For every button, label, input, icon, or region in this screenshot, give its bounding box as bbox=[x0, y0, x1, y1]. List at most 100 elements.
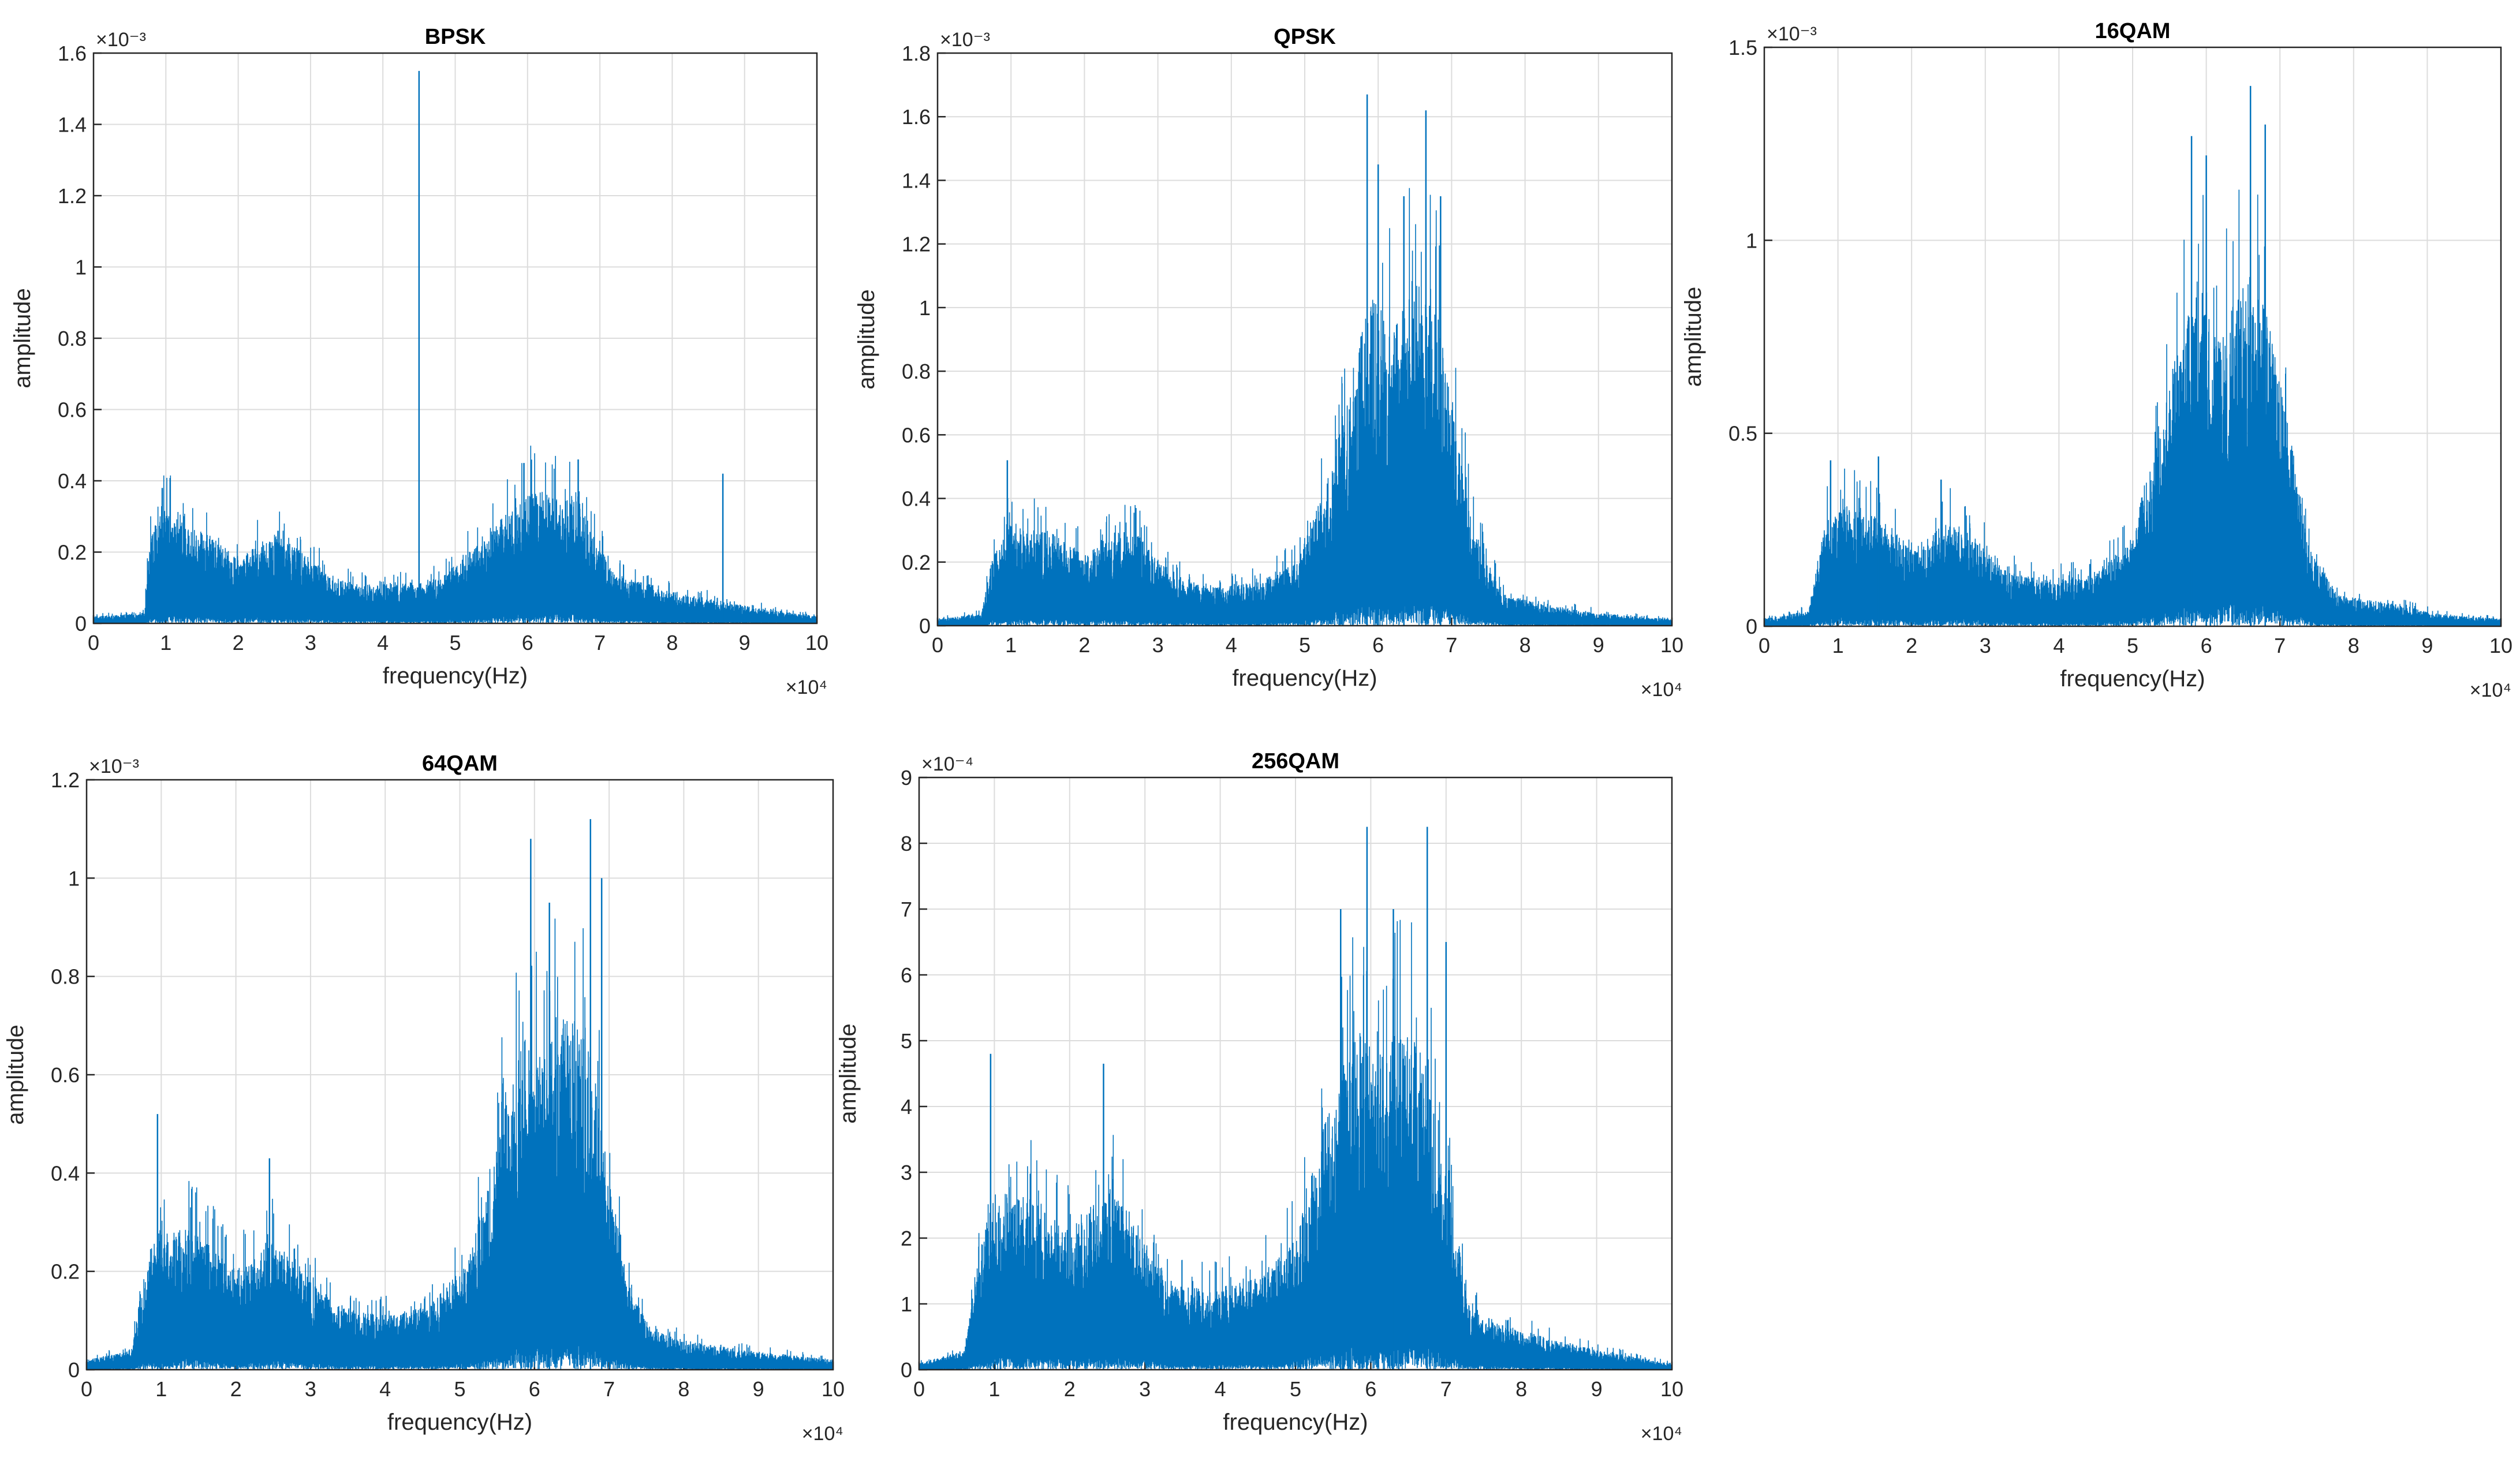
x-tick-label: 5 bbox=[1290, 1377, 1301, 1401]
x-tick-label: 10 bbox=[822, 1377, 845, 1401]
y-axis-exponent: ×10⁻³ bbox=[89, 756, 139, 777]
x-tick-label: 6 bbox=[2201, 634, 2212, 657]
x-tick-label: 5 bbox=[454, 1377, 465, 1401]
subplot-title: BPSK bbox=[425, 25, 486, 49]
x-axis-exponent: ×10⁴ bbox=[802, 1423, 843, 1445]
y-tick-label: 1 bbox=[68, 866, 80, 890]
y-tick-label: 7 bbox=[901, 898, 912, 921]
x-tick-label: 2 bbox=[1064, 1377, 1076, 1401]
x-tick-label: 3 bbox=[1980, 634, 1991, 657]
x-tick-label: 6 bbox=[1372, 633, 1384, 657]
y-axis-label: amplitude bbox=[1681, 287, 1706, 387]
y-tick-label: 1.6 bbox=[902, 105, 931, 129]
axes-frame bbox=[918, 776, 1673, 1371]
x-tick-label: 9 bbox=[753, 1377, 764, 1401]
x-tick-label: 1 bbox=[155, 1377, 167, 1401]
x-axis-label: frequency(Hz) bbox=[1223, 1410, 1368, 1435]
x-tick-label: 3 bbox=[305, 631, 316, 655]
x-tick-label: 0 bbox=[913, 1377, 925, 1401]
x-tick-label: 0 bbox=[932, 633, 943, 657]
subplot-bpsk: 0 1 2 3 4 5 6 7 8 9 10 0 0.2 0.4 0.6 0.8 1 1.2 1.4 1.6 BPSK f… bbox=[10, 25, 828, 698]
x-tick-label: 8 bbox=[666, 631, 678, 655]
y-tick-label: 1.5 bbox=[1728, 36, 1757, 59]
x-tick-label: 2 bbox=[1078, 633, 1090, 657]
y-tick-label: 9 bbox=[901, 766, 912, 790]
y-axis-label: amplitude bbox=[10, 288, 35, 388]
y-tick-label: 0.4 bbox=[58, 469, 87, 493]
x-tick-label: 0 bbox=[88, 631, 99, 655]
x-tick-label: 2 bbox=[1906, 634, 1917, 657]
x-tick-label: 9 bbox=[1591, 1377, 1603, 1401]
y-tick-label: 0.5 bbox=[1728, 422, 1757, 446]
y-tick-label: 3 bbox=[901, 1161, 912, 1184]
x-tick-label: 7 bbox=[594, 631, 606, 655]
x-tick-label: 10 bbox=[805, 631, 828, 655]
y-tick-label: 0.8 bbox=[58, 327, 87, 350]
x-tick-label: 4 bbox=[2053, 634, 2064, 657]
x-tick-label: 3 bbox=[1139, 1377, 1151, 1401]
y-tick-label: 0.8 bbox=[902, 360, 931, 383]
axes-frame bbox=[936, 52, 1673, 627]
x-tick-label: 7 bbox=[2274, 634, 2286, 657]
x-tick-label: 1 bbox=[1005, 633, 1017, 657]
x-tick-label: 7 bbox=[1446, 633, 1457, 657]
y-tick-label: 1.8 bbox=[902, 42, 931, 65]
x-tick-label: 8 bbox=[2348, 634, 2360, 657]
x-tick-label: 3 bbox=[1152, 633, 1164, 657]
x-tick-label: 2 bbox=[233, 631, 244, 655]
subplot-256qam: 0 1 2 3 4 5 6 7 8 9 10 0 1 2 3 4 5 6 7 8 9 256QAM frequency(Hz… bbox=[835, 749, 1683, 1445]
x-tick-label: 10 bbox=[1660, 1377, 1683, 1401]
x-axis-exponent: ×10⁴ bbox=[2470, 679, 2511, 701]
x-tick-label: 6 bbox=[529, 1377, 540, 1401]
x-axis-label: frequency(Hz) bbox=[387, 1410, 532, 1435]
y-tick-label: 0 bbox=[901, 1358, 912, 1382]
y-tick-label: 1 bbox=[1746, 229, 1757, 252]
y-tick-label: 1.2 bbox=[902, 233, 931, 256]
y-tick-label: 8 bbox=[901, 832, 912, 855]
x-tick-label: 4 bbox=[377, 631, 389, 655]
x-tick-label: 8 bbox=[1520, 633, 1531, 657]
y-tick-label: 6 bbox=[901, 963, 912, 987]
y-axis-exponent: ×10⁻⁴ bbox=[921, 753, 973, 775]
y-tick-label: 0 bbox=[1746, 615, 1757, 638]
x-tick-label: 9 bbox=[1593, 633, 1604, 657]
y-tick-label: 1.4 bbox=[902, 169, 931, 192]
subplot-title: 64QAM bbox=[422, 752, 498, 776]
x-tick-label: 7 bbox=[1440, 1377, 1452, 1401]
x-tick-label: 4 bbox=[379, 1377, 391, 1401]
y-tick-label: 1.4 bbox=[58, 113, 87, 137]
x-tick-label: 8 bbox=[1515, 1377, 1527, 1401]
x-tick-label: 6 bbox=[1365, 1377, 1376, 1401]
y-tick-label: 2 bbox=[901, 1227, 912, 1250]
subplot-title: QPSK bbox=[1274, 25, 1336, 49]
y-tick-label: 5 bbox=[901, 1029, 912, 1053]
x-tick-label: 3 bbox=[305, 1377, 316, 1401]
y-tick-label: 1 bbox=[75, 256, 87, 279]
x-tick-label: 10 bbox=[1660, 633, 1683, 657]
y-axis-label: amplitude bbox=[835, 1023, 861, 1123]
y-tick-label: 4 bbox=[901, 1095, 912, 1119]
y-axis-exponent: ×10⁻³ bbox=[1767, 23, 1817, 45]
subplot-title: 256QAM bbox=[1252, 749, 1339, 773]
x-tick-label: 7 bbox=[603, 1377, 615, 1401]
y-tick-label: 0.4 bbox=[902, 487, 931, 511]
y-axis-label: amplitude bbox=[3, 1025, 28, 1124]
y-tick-label: 0 bbox=[919, 614, 931, 638]
x-axis-exponent: ×10⁴ bbox=[1641, 1423, 1682, 1445]
x-tick-label: 8 bbox=[678, 1377, 689, 1401]
y-tick-label: 1.2 bbox=[51, 768, 80, 792]
x-tick-label: 5 bbox=[1299, 633, 1311, 657]
x-tick-label: 5 bbox=[2127, 634, 2138, 657]
x-tick-label: 9 bbox=[2421, 634, 2433, 657]
y-tick-label: 0 bbox=[75, 612, 87, 635]
y-tick-label: 1 bbox=[919, 296, 931, 320]
x-tick-label: 2 bbox=[230, 1377, 242, 1401]
x-tick-label: 1 bbox=[160, 631, 171, 655]
x-tick-label: 4 bbox=[1215, 1377, 1226, 1401]
subplot-16qam: 0 1 2 3 4 5 6 7 8 9 10 0 0.5 1 1.5 16QAM frequency(Hz) am… bbox=[1681, 19, 2512, 701]
x-axis-label: frequency(Hz) bbox=[1232, 666, 1377, 691]
y-axis-exponent: ×10⁻³ bbox=[96, 29, 146, 51]
x-tick-label: 4 bbox=[1226, 633, 1237, 657]
y-tick-label: 0.2 bbox=[902, 551, 931, 574]
